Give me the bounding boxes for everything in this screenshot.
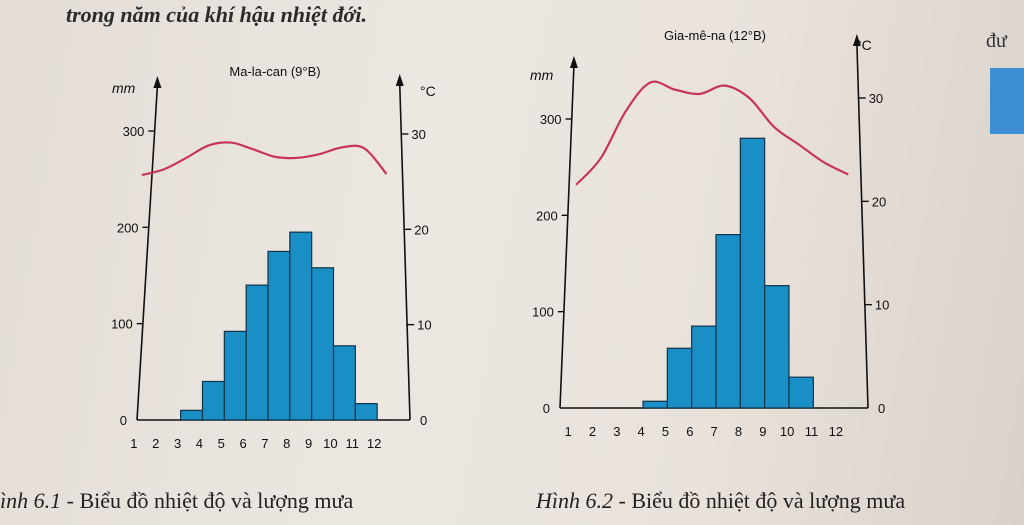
month-label: 9 — [759, 424, 766, 439]
month-label: 5 — [662, 424, 669, 439]
temperature-tick-label: 20 — [414, 222, 428, 237]
month-label: 11 — [346, 436, 360, 451]
month-label: 8 — [283, 436, 290, 451]
month-label: 6 — [686, 424, 693, 439]
temperature-tick-label: 30 — [869, 91, 883, 106]
caption-text: - Biểu đồ nhiệt độ và lượng mưa — [61, 488, 354, 513]
rainfall-axis — [136, 85, 159, 421]
temperature-tick-label: 0 — [420, 413, 427, 428]
blue-margin-tab — [990, 68, 1024, 134]
month-label: 3 — [613, 424, 620, 439]
temperature-axis — [856, 43, 869, 409]
rainfall-tick-label: 200 — [117, 220, 139, 235]
temperature-line — [141, 141, 388, 177]
temperature-tick-label: 10 — [875, 298, 889, 313]
month-label: 8 — [735, 424, 742, 439]
rainfall-bar — [691, 325, 717, 409]
month-label: 2 — [152, 436, 159, 451]
rainfall-axis-arrow — [569, 56, 578, 68]
temperature-tick-label: 10 — [417, 318, 431, 333]
rainfall-tick-label: 0 — [120, 413, 127, 428]
temperature-tick-label: 30 — [411, 127, 425, 142]
temperature-axis-arrow — [852, 34, 861, 46]
rainfall-bar — [180, 409, 204, 421]
month-label: 12 — [829, 424, 843, 439]
rainfall-bar — [201, 380, 225, 421]
cropped-word: đư — [986, 30, 1007, 52]
month-label: 4 — [196, 436, 203, 451]
month-label: 12 — [367, 436, 381, 451]
figure-caption-6-2: Hình 6.2 - Biểu đồ nhiệt độ và lượng mưa — [536, 488, 905, 514]
rainfall-tick-label: 300 — [540, 112, 562, 127]
temperature-unit: °C — [856, 37, 872, 53]
rainfall-bar — [354, 403, 378, 421]
month-label: 7 — [261, 436, 268, 451]
temperature-unit: °C — [420, 83, 436, 99]
month-label: 11 — [805, 424, 819, 439]
rainfall-axis — [559, 65, 575, 409]
rainfall-bar — [642, 400, 668, 409]
rainfall-tick-label: 200 — [536, 208, 558, 223]
month-label: 6 — [239, 436, 246, 451]
temperature-axis — [398, 83, 411, 421]
rainfall-unit: mm — [112, 80, 136, 96]
chart-title: Ma-la-can (9°B) — [229, 64, 320, 79]
month-label: 9 — [305, 436, 312, 451]
month-label: 1 — [130, 436, 137, 451]
caption-text: - Biểu đồ nhiệt độ và lượng mưa — [613, 488, 906, 513]
temperature-axis-arrow — [395, 74, 404, 86]
rainfall-bar — [715, 234, 741, 409]
page-heading: trong năm của khí hậu nhiệt đới. — [66, 2, 367, 27]
month-label: 10 — [780, 424, 794, 439]
rainfall-bar — [311, 267, 335, 421]
rainfall-bar — [666, 347, 693, 409]
rainfall-unit: mm — [530, 67, 554, 83]
temperature-tick-label: 20 — [872, 194, 886, 209]
temperature-line — [575, 80, 849, 186]
caption-number: ình 6.1 — [0, 488, 62, 513]
rainfall-bar — [788, 376, 814, 409]
month-label: 1 — [565, 424, 572, 439]
rainfall-tick-label: 100 — [111, 317, 133, 332]
month-label: 7 — [711, 424, 718, 439]
rainfall-tick-label: 300 — [123, 124, 145, 139]
rainfall-bar — [223, 330, 247, 421]
month-label: 10 — [323, 436, 337, 451]
month-label: 2 — [589, 424, 596, 439]
rainfall-bar — [289, 231, 313, 421]
chart-title: Gia-mê-na (12°B) — [664, 28, 766, 43]
month-label: 3 — [174, 436, 181, 451]
rainfall-axis-arrow — [153, 76, 162, 88]
rainfall-bar — [764, 285, 790, 409]
caption-number: Hình 6.2 — [536, 488, 613, 513]
rainfall-bar — [739, 137, 766, 409]
rainfall-tick-label: 100 — [532, 305, 554, 320]
month-label: 4 — [638, 424, 645, 439]
figure-caption-6-1: ình 6.1 - Biểu đồ nhiệt độ và lượng mưa — [0, 488, 353, 514]
month-label: 5 — [218, 436, 225, 451]
temperature-tick-label: 0 — [878, 401, 885, 416]
rainfall-bar — [245, 284, 269, 421]
rainfall-bar — [332, 345, 356, 421]
rainfall-bar — [267, 250, 291, 421]
rainfall-tick-label: 0 — [543, 401, 550, 416]
